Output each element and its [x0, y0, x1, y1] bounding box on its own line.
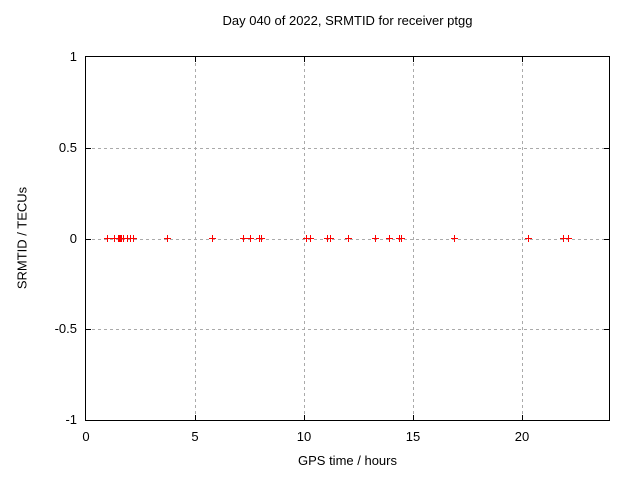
x-tick-label: 5: [191, 429, 199, 444]
plot-area: [85, 56, 610, 421]
y-tick-label: 0.5: [58, 140, 77, 155]
x-tick-mark: [195, 415, 196, 420]
data-point-marker: [208, 235, 216, 242]
y-tick-mark: [604, 239, 609, 240]
horizontal-gridline: [86, 148, 609, 149]
y-tick-label: -1: [65, 412, 77, 427]
vertical-gridline: [522, 57, 523, 420]
x-tick-label: 15: [405, 429, 421, 444]
x-tick-mark: [413, 415, 414, 420]
data-point-marker: [302, 235, 310, 242]
y-tick-label: -0.5: [54, 321, 77, 336]
y-tick-label: 0: [69, 231, 77, 246]
y-tick-mark: [604, 148, 609, 149]
chart-title: Day 040 of 2022, SRMTID for receiver ptg…: [222, 13, 473, 28]
x-tick-mark: [522, 415, 523, 420]
data-point-marker: [306, 235, 314, 242]
y-tick-mark: [86, 239, 91, 240]
data-point-marker: [164, 235, 172, 242]
data-point-marker: [372, 235, 380, 242]
x-tick-label: 20: [514, 429, 530, 444]
x-tick-label: 0: [82, 429, 90, 444]
data-point-marker: [240, 235, 248, 242]
data-point-marker: [104, 235, 112, 242]
horizontal-gridline: [86, 329, 609, 330]
data-point-marker: [326, 235, 334, 242]
data-point-marker: [565, 235, 573, 242]
vertical-gridline: [413, 57, 414, 420]
horizontal-gridline: [86, 239, 609, 240]
x-tick-mark: [522, 57, 523, 62]
y-tick-mark: [604, 329, 609, 330]
y-tick-label: 1: [69, 49, 77, 64]
data-point-marker: [257, 235, 265, 242]
data-point-marker: [247, 235, 255, 242]
x-tick-mark: [195, 57, 196, 62]
data-point-marker: [386, 235, 394, 242]
x-tick-label: 10: [296, 429, 312, 444]
data-point-marker: [130, 235, 138, 242]
x-tick-mark: [304, 415, 305, 420]
data-point-marker: [345, 235, 353, 242]
x-axis-label: GPS time / hours: [298, 453, 397, 468]
y-tick-mark: [86, 148, 91, 149]
data-point-marker: [524, 235, 532, 242]
data-point-marker: [559, 235, 567, 242]
data-point-marker: [398, 235, 406, 242]
x-tick-mark: [413, 57, 414, 62]
data-point-marker: [110, 235, 118, 242]
y-tick-mark: [86, 329, 91, 330]
data-point-marker: [450, 235, 458, 242]
vertical-gridline: [195, 57, 196, 420]
x-tick-mark: [304, 57, 305, 62]
data-point-marker: [119, 235, 127, 242]
